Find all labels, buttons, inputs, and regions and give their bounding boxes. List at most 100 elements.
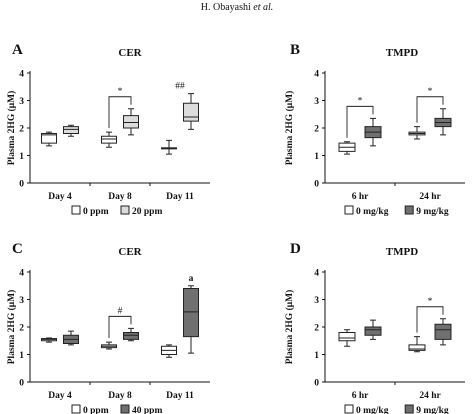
- legend-swatch: [404, 205, 414, 215]
- panel-a: A CER Plasma 2HG (μM) 0 1 2 3 4 Day 4 Day 8 Day 11…: [6, 42, 210, 217]
- box-40-ppm: [63, 330, 79, 346]
- y-axis-label: Plasma 2HG (μM): [6, 91, 17, 166]
- x-category-label: Day 8: [108, 391, 132, 401]
- box-9-mg-kg: [434, 108, 452, 136]
- x-category-label: Day 4: [48, 391, 72, 401]
- box-0-ppm: [41, 131, 57, 147]
- box-0-ppm: [161, 344, 177, 358]
- y-tick-label: 4: [314, 269, 319, 279]
- y-tick-label: 2: [19, 125, 24, 135]
- box-40-ppm: [183, 285, 199, 354]
- panel-letter: D: [290, 241, 301, 257]
- box: [41, 133, 57, 144]
- x-category-label: Day 11: [166, 192, 194, 202]
- legend-swatch: [71, 205, 81, 215]
- x-category-label: 6 hr: [352, 192, 369, 202]
- panel-d: D TMPD Plasma 2HG (μM) 0 1 2 3 4 6 hr 24 hr * 0 mg/…: [284, 241, 465, 414]
- x-category-label: 24 hr: [419, 192, 441, 202]
- panels: A CER Plasma 2HG (μM) 0 1 2 3 4 Day 4 Day 8 Day 11…: [6, 42, 465, 414]
- y-tick-label: 3: [19, 97, 24, 107]
- y-tick-label: 3: [19, 296, 24, 306]
- significance-marker: *: [358, 96, 363, 106]
- legend-swatch: [120, 404, 130, 414]
- box: [183, 102, 199, 122]
- y-axis-label: Plasma 2HG (μM): [284, 290, 295, 365]
- box: [123, 332, 139, 340]
- y-tick-label: 0: [314, 180, 319, 190]
- y-tick-label: 3: [314, 296, 319, 306]
- legend-label: 0 ppm: [83, 406, 109, 414]
- significance-bracket: [346, 105, 374, 138]
- panel-title: TMPD: [386, 47, 418, 59]
- box-40-ppm: [123, 327, 139, 342]
- legend-label: 40 ppm: [132, 406, 162, 414]
- x-category-label: 6 hr: [352, 391, 369, 401]
- legend-swatch: [404, 404, 414, 414]
- box-0-mg-kg: [338, 141, 356, 155]
- box: [364, 326, 382, 336]
- x-category-label: Day 4: [48, 192, 72, 202]
- box-20-ppm: [63, 124, 79, 137]
- legend-label: 0 mg/kg: [356, 406, 389, 414]
- y-tick-label: 2: [314, 324, 319, 334]
- significance-marker: *: [428, 297, 433, 307]
- box: [408, 344, 426, 351]
- box: [63, 126, 79, 134]
- significance-marker: ##: [175, 82, 185, 92]
- panel-title: CER: [118, 47, 142, 59]
- panel-c: C CER Plasma 2HG (μM) 0 1 2 3 4 Day 4 Day 8 Day 11…: [6, 241, 210, 414]
- box-20-ppm: [183, 93, 199, 130]
- legend-item: 0 ppm: [71, 404, 109, 414]
- y-tick-label: 4: [314, 70, 319, 80]
- legend-item: 0 mg/kg: [344, 205, 389, 217]
- box-0-mg-kg: [338, 329, 356, 347]
- y-tick-label: 4: [19, 269, 24, 279]
- legend-swatch: [120, 205, 130, 215]
- panel-letter: A: [12, 42, 23, 58]
- significance-marker: #: [118, 306, 123, 316]
- y-axis-label: Plasma 2HG (μM): [6, 290, 17, 365]
- y-tick-label: 0: [19, 379, 24, 389]
- box-0-ppm: [101, 131, 117, 148]
- legend-item: 20 ppm: [120, 205, 162, 217]
- legend-item: 9 mg/kg: [404, 205, 449, 217]
- x-category-label: 24 hr: [419, 391, 441, 401]
- legend-item: 9 mg/kg: [404, 404, 449, 414]
- box-0-mg-kg: [408, 126, 426, 140]
- box-9-mg-kg: [434, 318, 452, 346]
- y-tick-label: 0: [19, 180, 24, 190]
- x-category-label: Day 11: [166, 391, 194, 401]
- significance-marker: *: [118, 87, 123, 97]
- legend-label: 9 mg/kg: [416, 406, 449, 414]
- y-tick-label: 2: [314, 125, 319, 135]
- legend-swatch: [344, 205, 354, 215]
- box-9-mg-kg: [364, 117, 382, 147]
- box-20-ppm: [123, 108, 139, 136]
- legend-label: 9 mg/kg: [416, 207, 449, 217]
- significance-marker: *: [428, 87, 433, 97]
- box-0-ppm: [101, 341, 117, 350]
- panel-b: B TMPD Plasma 2HG (μM) 0 1 2 3 4 6 hr 24 hr * * 0 mg…: [284, 42, 465, 217]
- box: [434, 323, 452, 340]
- legend-item: 0 ppm: [71, 205, 109, 217]
- y-tick-label: 1: [19, 152, 24, 162]
- panel-letter: C: [12, 241, 23, 257]
- y-tick-label: 1: [314, 152, 319, 162]
- box-9-mg-kg: [364, 319, 382, 340]
- x-category-label: Day 8: [108, 192, 132, 202]
- y-tick-label: 2: [19, 324, 24, 334]
- legend-label: 20 ppm: [132, 207, 162, 217]
- panel-title: CER: [118, 246, 142, 258]
- legend-swatch: [71, 404, 81, 414]
- panel-letter: B: [290, 42, 300, 58]
- box: [183, 288, 199, 338]
- significance-bracket: [416, 306, 444, 333]
- legend-label: 0 ppm: [83, 207, 109, 217]
- y-tick-label: 1: [19, 351, 24, 361]
- box-0-ppm: [161, 139, 177, 155]
- box: [338, 332, 356, 342]
- y-tick-label: 1: [314, 351, 319, 361]
- significance-marker: a: [189, 274, 194, 284]
- legend-item: 40 ppm: [120, 404, 162, 414]
